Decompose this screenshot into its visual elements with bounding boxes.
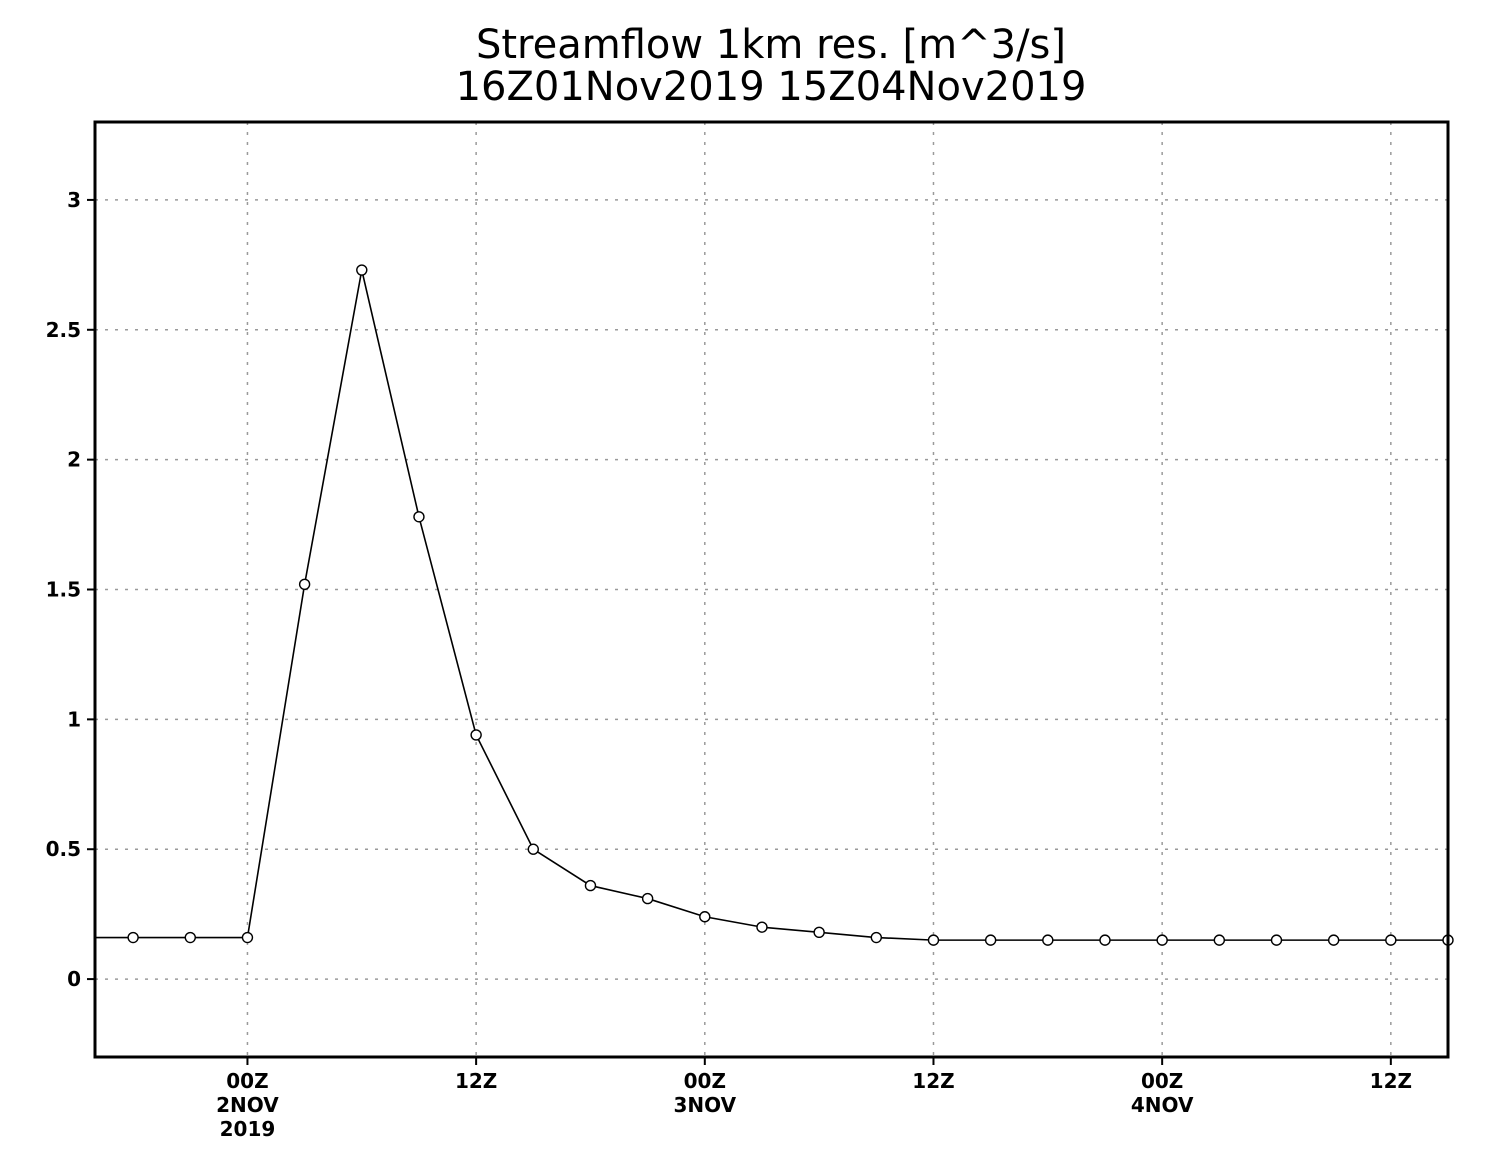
x-tick-label: 00Z bbox=[226, 1069, 268, 1093]
y-tick-label: 1 bbox=[67, 707, 81, 731]
data-point bbox=[1156, 934, 1168, 946]
data-point bbox=[527, 843, 539, 855]
y-tick-label: 2.5 bbox=[46, 318, 81, 342]
data-point bbox=[241, 931, 254, 944]
data-point bbox=[1270, 934, 1283, 946]
series-layer bbox=[95, 264, 1454, 946]
y-axis: 0 0.5 1 1.5 2 2.5 3 bbox=[46, 188, 95, 991]
data-point bbox=[699, 911, 711, 923]
data-point bbox=[470, 729, 482, 741]
data-point bbox=[1327, 934, 1340, 946]
data-point bbox=[813, 926, 825, 939]
data-point bbox=[298, 578, 311, 591]
x-tick-label: 2019 bbox=[220, 1117, 276, 1141]
data-point bbox=[1213, 934, 1226, 946]
data-point bbox=[413, 511, 425, 523]
x-tick-label: 12Z bbox=[455, 1069, 497, 1093]
data-point bbox=[1385, 934, 1397, 946]
y-tick-label: 2 bbox=[67, 448, 81, 472]
data-point bbox=[1042, 934, 1054, 946]
x-tick-label: 00Z bbox=[1141, 1069, 1183, 1093]
y-tick-label: 1.5 bbox=[46, 578, 81, 602]
series-line bbox=[95, 269, 1448, 941]
data-point bbox=[927, 934, 940, 946]
data-point bbox=[127, 931, 139, 944]
data-point bbox=[984, 934, 997, 946]
data-point bbox=[1099, 934, 1111, 946]
data-point bbox=[756, 921, 768, 933]
x-tick-label: 3NOV bbox=[673, 1093, 736, 1117]
data-point bbox=[870, 931, 883, 944]
y-tick-label: 0.5 bbox=[46, 837, 81, 861]
x-tick-label: 12Z bbox=[1370, 1069, 1412, 1093]
data-point bbox=[641, 892, 654, 905]
x-tick-label: 2NOV bbox=[216, 1093, 279, 1117]
y-tick-label: 0 bbox=[67, 967, 81, 991]
y-tick-label: 3 bbox=[67, 188, 81, 212]
x-tick-label: 00Z bbox=[684, 1069, 726, 1093]
x-tick-label: 12Z bbox=[912, 1069, 954, 1093]
data-point bbox=[584, 879, 597, 892]
data-point bbox=[184, 931, 196, 944]
chart-title: Streamflow 1km res. [m^3/s] bbox=[476, 22, 1066, 68]
chart-subtitle: 16Z01Nov2019 15Z04Nov2019 bbox=[456, 64, 1087, 110]
grid-lines bbox=[95, 122, 1448, 1057]
data-point bbox=[356, 264, 368, 276]
x-tick-label: 4NOV bbox=[1131, 1093, 1194, 1117]
